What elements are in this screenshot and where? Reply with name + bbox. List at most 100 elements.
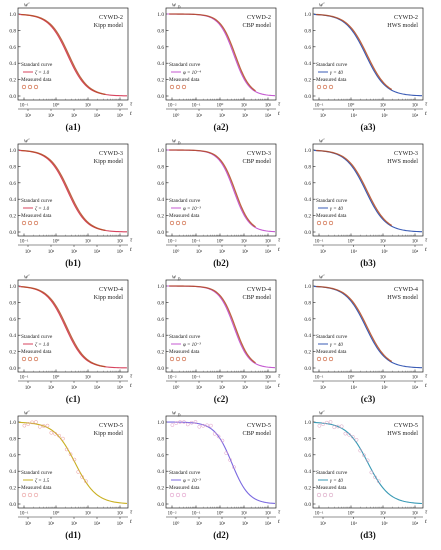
x-tick-label-bottom: 10⁴ <box>412 249 419 255</box>
legend-measured-label: Measured data <box>316 77 347 83</box>
x-tick-label-top: 10⁻¹ <box>192 239 201 245</box>
x-tick-label-top: 10⁻¹ <box>20 239 29 245</box>
measured-data-line <box>21 286 106 368</box>
x-tick-label-top: 10⁰ <box>348 511 355 517</box>
measured-point <box>201 423 206 428</box>
x-tick-label-bottom: 10⁰ <box>173 113 180 119</box>
x-tick-label-top: 10¹ <box>380 511 387 517</box>
plot-frame <box>165 415 277 509</box>
measured-point <box>373 475 377 480</box>
y-axis-label: w' <box>24 411 30 417</box>
measured-point <box>350 434 355 439</box>
legend-measured-marker <box>169 84 175 90</box>
x-tick-label-bottom: 10⁴ <box>265 521 272 527</box>
x-tick-label-bottom: 10⁴ <box>94 249 101 255</box>
legend-measured-label: Measured data <box>21 77 52 83</box>
measured-point <box>220 438 225 443</box>
y-tick-label: 0.2 <box>9 350 16 356</box>
panel-d3: 0.0 0.2 0.4 0.6 0.8 1.0 w' 10⁻¹ 10⁰ 10¹ 10² 10¹ 10² 1… <box>304 411 428 541</box>
y-axis-label: w' <box>319 411 325 417</box>
y-tick-label: 0.8 <box>304 436 311 442</box>
x-tick-label-bottom: 10¹ <box>25 249 32 255</box>
x-tick-label-bottom: 10⁰ <box>173 521 180 527</box>
measured-data-line <box>21 149 106 231</box>
x-tick-label-top: 10⁻¹ <box>20 103 29 109</box>
y-tick-label: 0.6 <box>304 181 311 187</box>
y-tick-label: 1.0 <box>157 148 164 154</box>
measured-point <box>354 437 359 442</box>
y-tick-label: 0.0 <box>304 94 311 100</box>
legend-measured-label: Measured data <box>169 349 200 355</box>
x-tick-label-bottom: 10¹ <box>320 249 327 255</box>
panel-label: (c3) <box>361 394 376 404</box>
legend-curve-label: Standard curve <box>316 198 348 204</box>
y-tick-label: 0.6 <box>9 453 16 459</box>
panel-title: CYWD-2 <box>394 14 418 21</box>
y-tick-label: 1.0 <box>304 284 311 290</box>
x-tick-label-bottom: 10⁰ <box>173 385 180 391</box>
x-tick-label-bottom: 10¹ <box>320 521 327 527</box>
measured-point <box>45 423 50 428</box>
legend-measured-marker <box>328 356 334 362</box>
panel-label: (c2) <box>214 394 229 404</box>
y-tick-label: 0.4 <box>9 197 16 203</box>
y-tick-label: 0.2 <box>304 214 311 220</box>
measured-data-line <box>169 149 256 228</box>
x-tick-label-top: 10² <box>265 103 272 109</box>
panel-label: (a2) <box>214 122 229 132</box>
panel-model: CBP model <box>243 294 272 301</box>
legend-curve-label: Standard curve <box>316 334 348 340</box>
legend-param: ζ = 1.0 <box>35 342 50 348</box>
legend-measured-marker <box>181 356 187 362</box>
x-axis-label-top: τ <box>425 374 428 380</box>
x-tick-label-top: 10² <box>117 375 124 381</box>
measured-point <box>358 448 363 453</box>
measured-point <box>34 420 38 424</box>
x-tick-label-bottom: 10⁵ <box>117 521 124 527</box>
panel-title: CYWD-4 <box>247 286 271 293</box>
plot-frame <box>165 143 277 237</box>
legend-measured-label: Measured data <box>316 485 347 491</box>
legend-param: γ = 40 <box>330 207 343 212</box>
panel-model: HWS model <box>387 430 418 437</box>
x-tick-label-top: 10² <box>412 239 419 245</box>
x-tick-label-top: 10⁰ <box>53 239 60 245</box>
legend-measured-marker <box>181 492 187 498</box>
y-tick-label: 0.6 <box>157 317 164 323</box>
x-tick-label-bottom: 10⁴ <box>94 521 101 527</box>
x-tick-label-top: 10⁻¹ <box>20 375 29 381</box>
measured-point <box>80 475 84 479</box>
legend-measured-label: Measured data <box>169 77 200 83</box>
x-tick-label-bottom: 10³ <box>242 249 249 255</box>
y-axis-label: w' <box>24 275 30 281</box>
legend-param: φ = 10⁻³ <box>183 206 201 212</box>
measured-data-line <box>169 13 256 92</box>
x-tick-label-top: 10⁻² <box>168 239 177 245</box>
y-tick-label: 0.6 <box>157 181 164 187</box>
y-axis-label: w' <box>319 275 325 281</box>
y-tick-label: 0.0 <box>304 230 311 236</box>
y-tick-label: 0.8 <box>9 28 16 34</box>
y-tick-label: 0.4 <box>157 61 164 67</box>
x-tick-label-top: 10⁰ <box>217 239 224 245</box>
panel-label: (c1) <box>66 394 81 404</box>
measured-point <box>376 479 381 484</box>
x-tick-label-bottom: 10² <box>48 385 55 391</box>
x-tick-label-top: 10⁻¹ <box>192 511 201 517</box>
x-tick-label-bottom: 10¹ <box>320 113 327 119</box>
measured-data-line <box>316 285 393 363</box>
panel-label: (a3) <box>361 122 376 132</box>
panel-title: CYWD-3 <box>394 150 418 157</box>
x-tick-label-top: 10⁻¹ <box>315 239 324 245</box>
y-axis-subscript: D <box>177 5 181 10</box>
legend-measured-marker <box>21 84 27 90</box>
x-tick-label-top: 10¹ <box>380 375 387 381</box>
x-tick-label-top: 10² <box>117 511 124 517</box>
legend-measured-marker <box>21 220 27 226</box>
x-tick-label-bottom: 10⁴ <box>94 385 101 391</box>
legend-measured-marker <box>328 220 334 226</box>
plot-frame <box>312 415 424 509</box>
x-tick-label-bottom: 10³ <box>242 113 249 119</box>
y-tick-label: 0.8 <box>157 436 164 442</box>
x-tick-label-top: 10² <box>117 103 124 109</box>
